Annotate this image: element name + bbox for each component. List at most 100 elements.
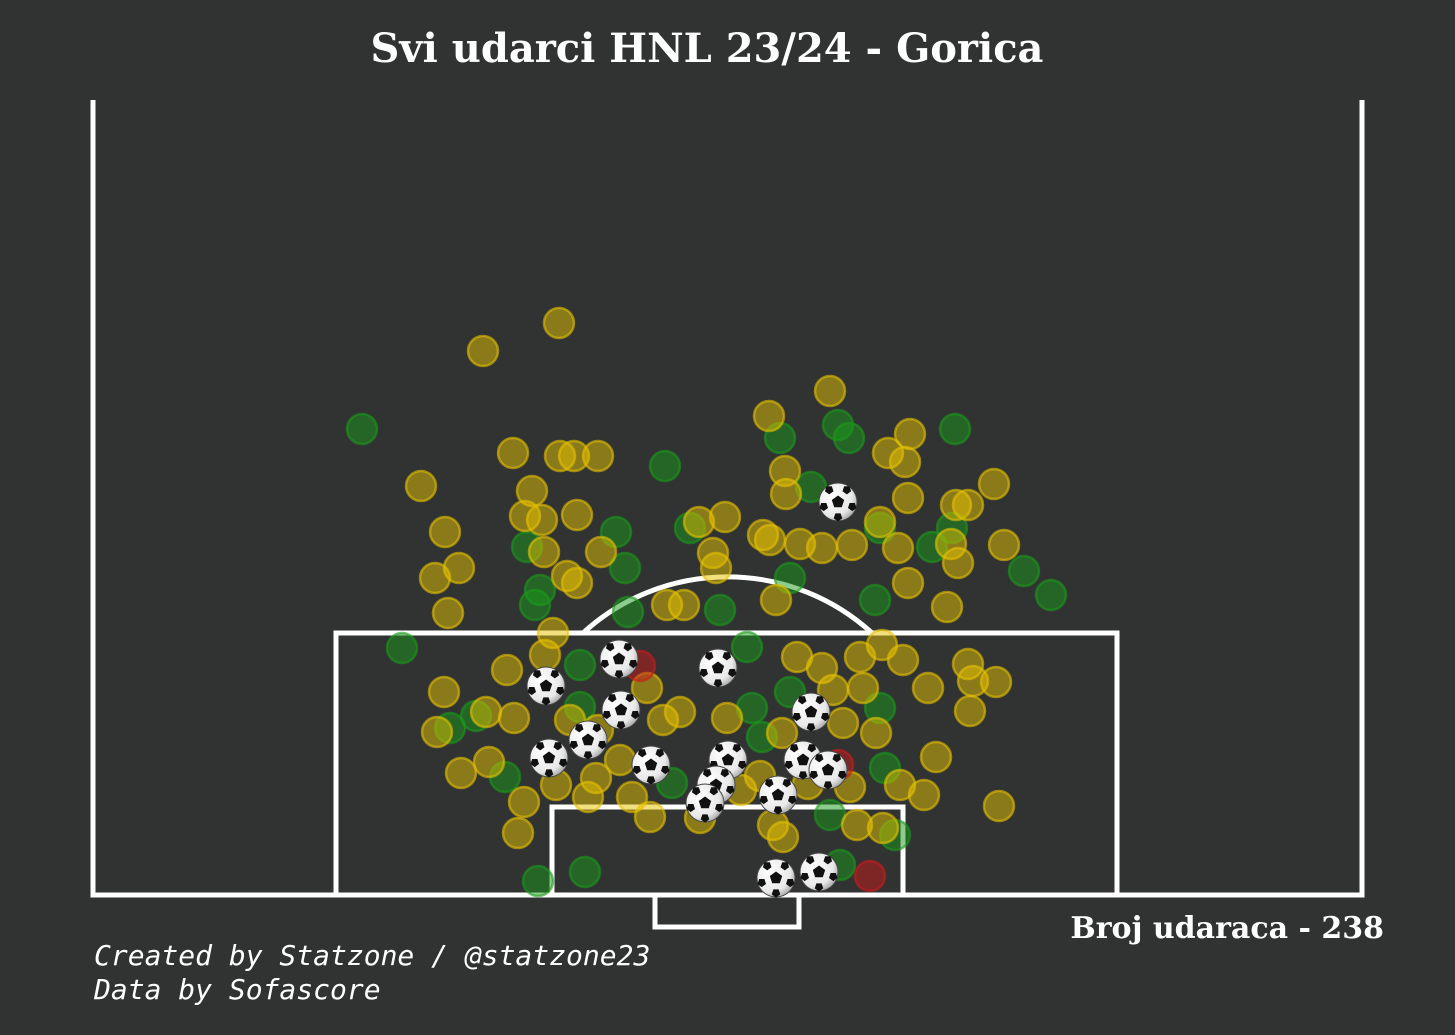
credit: Data by Sofascore [93,973,381,1006]
shot [428,515,462,549]
goal [758,775,798,815]
shot [982,789,1016,823]
ball-patch [722,652,732,661]
ball-patch [796,753,810,766]
ball-patch [607,694,617,703]
shot [663,695,697,729]
shot [888,445,922,479]
ball-patch [833,513,843,522]
shot [442,551,476,585]
ball-patch [700,814,710,823]
ball-patch [614,703,628,716]
shot [501,816,535,850]
shot [881,531,915,565]
ball-patch [544,769,554,778]
shot [667,588,701,622]
shot [542,306,576,340]
ball-patch [821,763,835,776]
shot [866,811,900,845]
goal [599,639,639,679]
shot [907,778,941,812]
shot [977,467,1011,501]
goal [526,666,566,706]
goal [818,482,858,522]
shot [832,421,866,455]
shot [431,596,465,630]
ball-patch [806,723,816,732]
ball-patch [711,661,725,674]
goal [791,692,831,732]
ball-patch [821,713,830,722]
shot [1034,578,1068,612]
goal [568,720,608,760]
ball-patch [842,486,852,495]
goal [631,745,671,785]
ball-patch [632,766,641,775]
shot [759,583,793,617]
ball-patch [815,696,825,705]
goal [652,892,802,930]
shot [611,595,645,629]
shot [979,665,1013,699]
shot [584,535,618,569]
ball-patch [848,503,857,512]
ball-patch [527,687,536,696]
ball-patch [605,643,615,652]
ball-patch [789,744,799,753]
shot [518,588,552,622]
ball-patch [773,806,783,815]
shot [853,859,887,893]
ball-patch [625,694,635,703]
ball-patch [535,742,545,751]
ball-patch [812,865,826,878]
ball-patch [831,495,845,508]
ball-patch [764,779,774,788]
ball-patch [702,769,712,778]
shot [753,523,787,557]
shot [951,488,985,522]
shot [615,780,649,814]
shot [891,566,925,600]
goal [808,750,848,790]
shot [805,531,839,565]
ball-patch [532,670,542,679]
shot [528,638,562,672]
ball-patch [797,696,807,705]
goal [756,858,796,898]
shot [560,566,594,600]
shot [608,551,642,585]
shot [507,785,541,819]
shot [571,780,605,814]
ball-patch [574,724,584,733]
ball-patch [720,769,730,778]
ball-patch [530,759,539,768]
ball-patch [699,669,708,678]
ball-patch [713,679,723,688]
ball-patch [644,758,658,771]
ball-patch [771,788,785,801]
shot [385,631,419,665]
shot [521,864,555,898]
shot [469,695,503,729]
ball-patch [592,724,602,733]
shot [938,412,972,446]
ball-patch [715,804,724,813]
shots [345,306,1068,898]
shot [710,701,744,735]
ball-patch [757,879,766,888]
shot [345,412,379,446]
shot [497,701,531,735]
ball-patch [788,796,797,805]
ball-patch [769,871,783,884]
ball-patch [539,679,553,692]
shot [560,498,594,532]
shot [730,630,764,664]
ball-patch [786,879,795,888]
goal [529,738,569,778]
shot [581,439,615,473]
ball-patch [819,503,828,512]
shot [752,399,786,433]
ball-patch [569,741,578,750]
shot [863,505,897,539]
